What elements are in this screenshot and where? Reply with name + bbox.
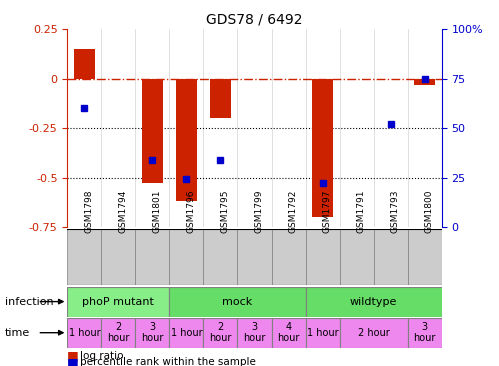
Bar <box>170 229 204 285</box>
Bar <box>238 318 271 348</box>
Text: 2
hour: 2 hour <box>209 322 232 344</box>
Text: GSM1792: GSM1792 <box>288 190 297 233</box>
Bar <box>101 229 135 285</box>
Bar <box>339 229 374 285</box>
Bar <box>67 229 101 285</box>
Text: mock: mock <box>223 296 252 307</box>
Bar <box>408 318 442 348</box>
Text: GSM1801: GSM1801 <box>152 190 161 233</box>
Text: 1 hour: 1 hour <box>68 328 100 338</box>
Bar <box>176 79 197 201</box>
Text: GSM1791: GSM1791 <box>357 190 366 233</box>
Text: GSM1794: GSM1794 <box>118 190 127 233</box>
Title: GDS78 / 6492: GDS78 / 6492 <box>206 13 303 27</box>
Text: infection: infection <box>5 296 53 307</box>
Bar <box>238 229 271 285</box>
Text: GSM1793: GSM1793 <box>391 190 400 233</box>
Bar <box>271 318 305 348</box>
Text: 3
hour: 3 hour <box>413 322 436 344</box>
Bar <box>170 287 305 317</box>
Bar <box>67 318 101 348</box>
Bar <box>135 318 170 348</box>
Text: GSM1795: GSM1795 <box>221 190 230 233</box>
Bar <box>305 287 442 317</box>
Bar <box>339 318 408 348</box>
Bar <box>170 318 204 348</box>
Bar <box>271 229 305 285</box>
Bar <box>142 79 163 183</box>
Text: ■: ■ <box>67 349 79 362</box>
Text: GSM1799: GSM1799 <box>254 190 263 233</box>
Bar <box>312 79 333 217</box>
Text: percentile rank within the sample: percentile rank within the sample <box>80 357 255 366</box>
Bar <box>414 79 435 85</box>
Bar <box>305 229 339 285</box>
Text: ■: ■ <box>67 356 79 366</box>
Text: time: time <box>5 328 30 338</box>
Text: 4
hour: 4 hour <box>277 322 300 344</box>
Text: 2
hour: 2 hour <box>107 322 130 344</box>
Bar <box>204 318 238 348</box>
Bar <box>67 287 170 317</box>
Bar <box>408 229 442 285</box>
Text: log ratio: log ratio <box>80 351 123 361</box>
Text: 1 hour: 1 hour <box>307 328 338 338</box>
Text: 2 hour: 2 hour <box>358 328 389 338</box>
Bar <box>135 229 170 285</box>
Text: wildtype: wildtype <box>350 296 397 307</box>
Bar <box>101 318 135 348</box>
Text: 3
hour: 3 hour <box>141 322 164 344</box>
Bar <box>305 318 339 348</box>
Bar <box>210 79 231 118</box>
Text: 3
hour: 3 hour <box>244 322 265 344</box>
Bar <box>74 49 95 79</box>
Bar <box>374 229 408 285</box>
Text: phoP mutant: phoP mutant <box>82 296 154 307</box>
Text: GSM1796: GSM1796 <box>187 190 196 233</box>
Bar <box>204 229 238 285</box>
Text: GSM1797: GSM1797 <box>322 190 331 233</box>
Text: GSM1800: GSM1800 <box>425 190 434 233</box>
Text: 1 hour: 1 hour <box>171 328 202 338</box>
Text: GSM1798: GSM1798 <box>84 190 93 233</box>
